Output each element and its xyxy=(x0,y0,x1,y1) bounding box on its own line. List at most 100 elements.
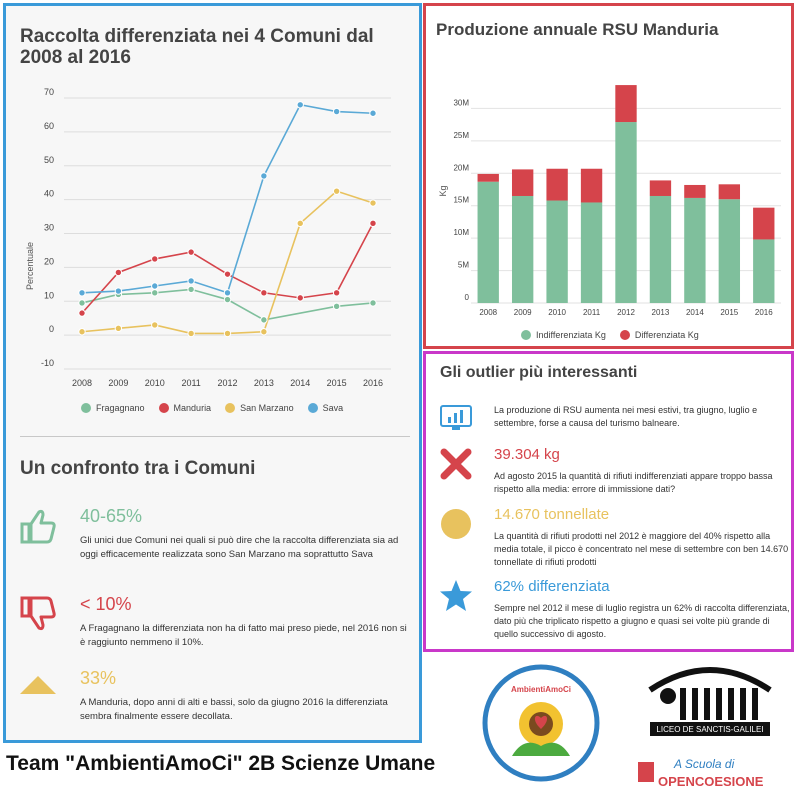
legend-label: Manduria xyxy=(173,403,212,413)
circle-icon xyxy=(441,509,471,539)
y-tick-label: 50 xyxy=(44,155,54,165)
data-point xyxy=(332,107,341,116)
comparison-text-2: A Fragagnano la differenziata non ha di … xyxy=(80,623,407,648)
outlier-text-4: Sempre nel 2012 il mese di luglio regist… xyxy=(494,603,790,639)
data-point xyxy=(260,328,268,336)
outlier-value-2: 39.304 kg xyxy=(494,446,560,463)
legend-item: Sava xyxy=(307,403,344,413)
data-point xyxy=(369,219,377,228)
x-tick-label: 2008 xyxy=(479,308,497,317)
x-tick-label: 2010 xyxy=(145,378,165,388)
x-tick-label: 2016 xyxy=(755,308,773,317)
data-point xyxy=(296,101,304,109)
data-point xyxy=(332,289,341,297)
y-tick-label: 40 xyxy=(44,189,54,199)
y-tick-label: 0 xyxy=(465,293,470,302)
y-tick-label: 30M xyxy=(453,98,469,107)
series-line-san-marzano xyxy=(81,190,374,335)
data-point xyxy=(187,285,195,294)
outlier-text-2: Ad agosto 2015 la quantità di rifiuti in… xyxy=(494,471,773,494)
triangle-up-icon xyxy=(20,676,56,694)
data-point xyxy=(151,321,159,329)
x-tick-label: 2009 xyxy=(514,308,532,317)
x-tick-label: 2014 xyxy=(686,308,704,317)
y-tick-label: 30 xyxy=(44,223,54,233)
bar-segment xyxy=(718,199,741,303)
thumbs-down-icon xyxy=(20,596,56,631)
data-point xyxy=(296,219,304,228)
bar-segment xyxy=(753,239,775,303)
data-point xyxy=(260,316,268,324)
bar-segment xyxy=(649,195,672,303)
legend-item: Fragagnano xyxy=(81,403,145,413)
bar-segment xyxy=(546,168,568,201)
section-divider xyxy=(20,436,410,437)
svg-text:OPENCOESIONE: OPENCOESIONE xyxy=(658,774,764,789)
line-chart-legend: Fragagnano Manduria San Marzano Sava xyxy=(81,403,357,413)
outlier-value-3: 14.670 tonnellate xyxy=(494,506,610,523)
bar-chart-title: Produzione annuale RSU Manduria xyxy=(436,20,719,39)
bar-chart-legend: Indifferenziata Kg Differenziata Kg xyxy=(521,330,713,340)
x-tick-label: 2014 xyxy=(290,378,310,388)
legend-swatch xyxy=(307,403,318,413)
comparison-value-2: < 10% xyxy=(80,594,132,614)
team-label: Team "AmbientiAmoCi" 2B Scienze Umane xyxy=(6,752,436,775)
outlier-text-3: La quantità di rifiuti prodotti nel 2012… xyxy=(494,531,789,567)
data-point xyxy=(78,309,86,317)
x-tick-label: 2010 xyxy=(548,308,566,317)
bar-chart-ylabel: Kg xyxy=(438,185,448,196)
y-tick-label: 15M xyxy=(453,196,469,205)
legend-item: Differenziata Kg xyxy=(619,330,699,340)
legend-swatch xyxy=(158,403,169,413)
legend-label: Sava xyxy=(322,403,344,413)
outlier-value-4: 62% differenziata xyxy=(494,578,610,595)
comparison-text-3: A Manduria, dopo anni di alti e bassi, s… xyxy=(80,697,388,722)
bar-segment xyxy=(580,202,603,303)
x-tick-label: 2013 xyxy=(254,378,274,388)
bar-segment xyxy=(649,180,672,196)
bar-segment xyxy=(684,197,706,303)
y-tick-label: 25M xyxy=(453,131,469,140)
bar-segment xyxy=(684,184,706,198)
opencoesione-logo: A Scuola di OPENCOESIONE xyxy=(638,757,764,789)
data-point xyxy=(187,248,195,256)
data-point xyxy=(151,282,159,290)
legend-label: Differenziata Kg xyxy=(634,330,699,340)
bar-chart: 2008 2009 2010 2011 2012 2013 2014 2015 2016 0 5M… xyxy=(438,85,781,317)
svg-text:AmbientiAmoCi: AmbientiAmoCi xyxy=(511,685,571,694)
svg-text:LICEO DE SANCTIS-GALILEI: LICEO DE SANCTIS-GALILEI xyxy=(656,725,763,734)
x-tick-label: 2015 xyxy=(720,308,738,317)
svg-text:A Scuola di: A Scuola di xyxy=(673,757,735,771)
y-tick-label: 20M xyxy=(453,163,469,172)
data-point xyxy=(78,289,86,297)
left-panel: Raccolta differenziata nei 4 Comuni dal … xyxy=(3,3,422,743)
data-point xyxy=(114,287,123,295)
data-point xyxy=(187,277,195,285)
x-tick-label: 2008 xyxy=(72,378,92,388)
series-line-sava xyxy=(81,103,374,294)
star-icon xyxy=(440,580,472,611)
data-point xyxy=(369,299,377,307)
x-tick-label: 2011 xyxy=(181,378,200,388)
line-chart-ylabel: Percentuale xyxy=(25,242,35,290)
legend-swatch xyxy=(619,330,630,340)
bar-segment xyxy=(477,181,499,303)
bar-segment xyxy=(753,207,775,240)
thumbs-up-icon xyxy=(20,509,56,544)
data-point xyxy=(78,299,86,307)
x-tick-label: 2011 xyxy=(583,308,601,317)
x-tick-label: 2012 xyxy=(617,308,635,317)
bar-segment xyxy=(546,200,568,303)
legend-label: Fragagnano xyxy=(96,403,145,413)
comparison-text-1: Gli unici due Comuni nei quali si può di… xyxy=(80,535,399,560)
bar-segment xyxy=(615,122,637,303)
outlier-title: Gli outlier più interessanti xyxy=(440,364,638,381)
legend-label: San Marzano xyxy=(240,403,294,413)
outlier-panel: Gli outlier più interessanti La produzio… xyxy=(423,351,794,652)
legend-item: San Marzano xyxy=(225,403,294,413)
ambientiamoci-logo: AmbientiAmoCi xyxy=(482,664,600,782)
x-tick-label: 2012 xyxy=(217,378,237,388)
y-tick-label: 70 xyxy=(44,87,54,97)
comparison-value-3: 33% xyxy=(80,668,117,688)
data-point xyxy=(114,268,123,277)
